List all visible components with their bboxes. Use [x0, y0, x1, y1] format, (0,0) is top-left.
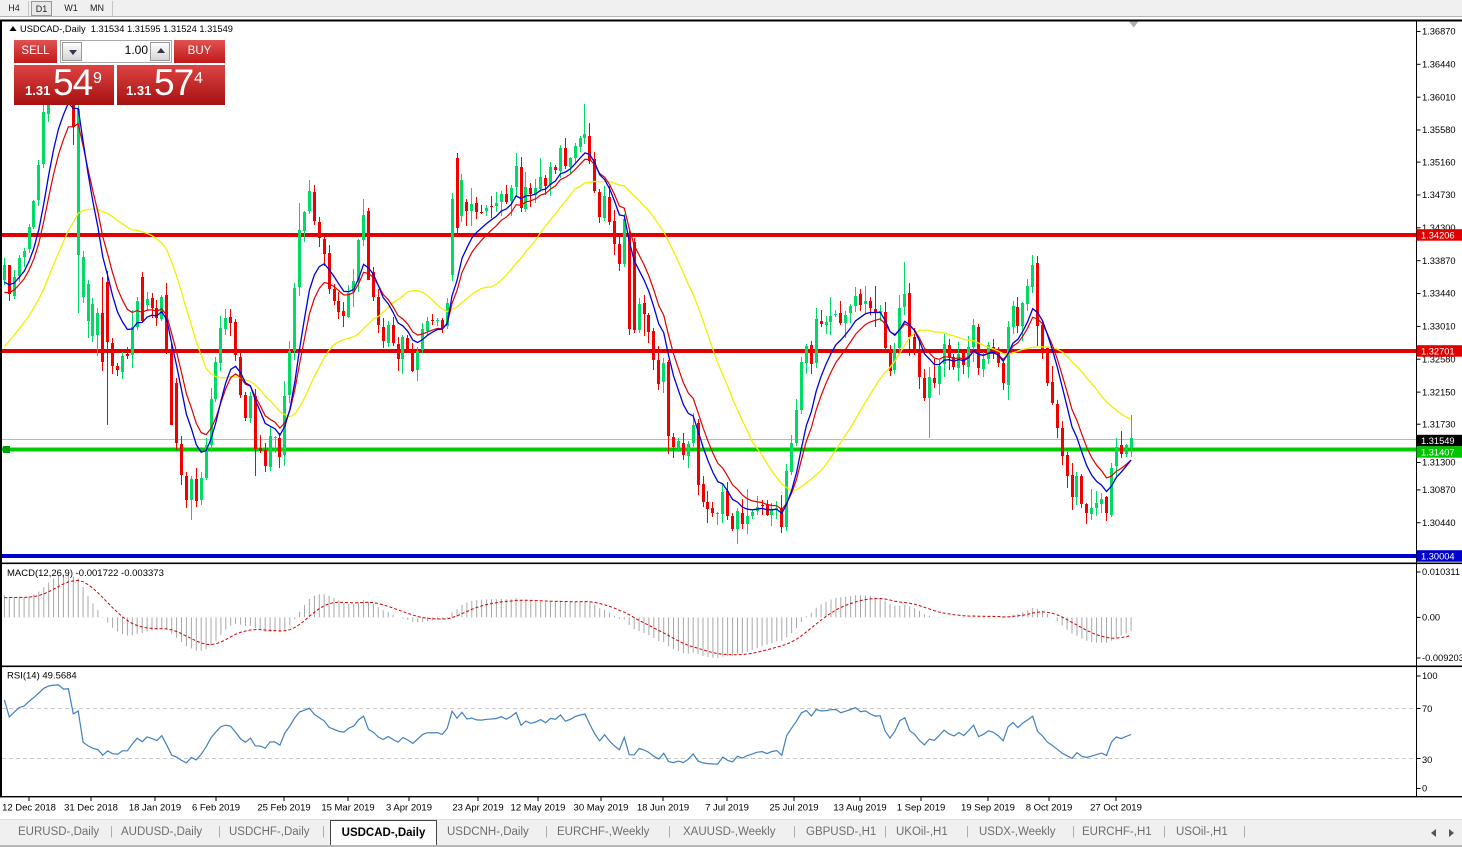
- svg-text:1.34300: 1.34300: [1422, 223, 1456, 233]
- svg-text:1.33870: 1.33870: [1422, 256, 1456, 266]
- svg-text:1.31730: 1.31730: [1422, 419, 1456, 429]
- svg-text:1.32150: 1.32150: [1422, 387, 1456, 397]
- svg-text:1.33010: 1.33010: [1422, 322, 1456, 332]
- svg-text:1.34206: 1.34206: [1421, 230, 1455, 240]
- svg-text:1.35160: 1.35160: [1422, 157, 1456, 167]
- svg-text:18 Jun 2019: 18 Jun 2019: [637, 803, 689, 814]
- svg-text:70: 70: [1422, 704, 1432, 714]
- svg-text:19 Sep 2019: 19 Sep 2019: [961, 803, 1015, 814]
- svg-text:1.33440: 1.33440: [1422, 289, 1456, 299]
- svg-text:25 Jul 2019: 25 Jul 2019: [769, 803, 818, 814]
- svg-text:USDCAD-,Daily 1.31534 1.31595: USDCAD-,Daily 1.31534 1.31595 1.31524 1.…: [20, 24, 233, 34]
- svg-text:30: 30: [1422, 755, 1432, 765]
- svg-text:MACD(12,26,9) -0.001722 -0.003: MACD(12,26,9) -0.001722 -0.003373: [7, 568, 164, 579]
- svg-text:1.34730: 1.34730: [1422, 190, 1456, 200]
- svg-text:31 Dec 2018: 31 Dec 2018: [64, 803, 118, 814]
- svg-text:1.30440: 1.30440: [1422, 518, 1456, 528]
- svg-text:1.30004: 1.30004: [1421, 551, 1455, 561]
- svg-text:18 Jan 2019: 18 Jan 2019: [129, 803, 181, 814]
- svg-text:27 Oct 2019: 27 Oct 2019: [1090, 803, 1142, 814]
- svg-text:12 Dec 2018: 12 Dec 2018: [2, 803, 56, 814]
- svg-text:1.30870: 1.30870: [1422, 485, 1456, 495]
- svg-text:12 May 2019: 12 May 2019: [511, 803, 566, 814]
- svg-text:1.36870: 1.36870: [1422, 27, 1456, 37]
- svg-text:0: 0: [1422, 784, 1427, 794]
- svg-text:100: 100: [1422, 671, 1438, 681]
- svg-text:RSI(14) 49.5684: RSI(14) 49.5684: [7, 671, 77, 682]
- svg-text:1.36010: 1.36010: [1422, 92, 1456, 102]
- svg-text:1.32580: 1.32580: [1422, 354, 1456, 364]
- svg-text:-0.009203: -0.009203: [1422, 653, 1462, 663]
- svg-text:1.31549: 1.31549: [1421, 436, 1455, 446]
- svg-text:1.36440: 1.36440: [1422, 60, 1456, 70]
- svg-text:13 Aug 2019: 13 Aug 2019: [833, 803, 886, 814]
- svg-text:6 Feb 2019: 6 Feb 2019: [192, 803, 240, 814]
- svg-text:0.010311: 0.010311: [1422, 567, 1460, 577]
- svg-text:7 Jul 2019: 7 Jul 2019: [705, 803, 749, 814]
- svg-text:23 Apr 2019: 23 Apr 2019: [452, 803, 503, 814]
- svg-text:0.00: 0.00: [1422, 613, 1440, 623]
- svg-text:1.35580: 1.35580: [1422, 125, 1456, 135]
- svg-text:25 Feb 2019: 25 Feb 2019: [257, 803, 310, 814]
- svg-text:1.31300: 1.31300: [1422, 458, 1456, 468]
- svg-text:15 Mar 2019: 15 Mar 2019: [321, 803, 374, 814]
- svg-text:1 Sep 2019: 1 Sep 2019: [897, 803, 946, 814]
- svg-text:3 Apr 2019: 3 Apr 2019: [386, 803, 432, 814]
- svg-text:1.31407: 1.31407: [1421, 447, 1455, 457]
- svg-text:30 May 2019: 30 May 2019: [574, 803, 629, 814]
- svg-text:1.32701: 1.32701: [1421, 346, 1455, 356]
- svg-text:8 Oct 2019: 8 Oct 2019: [1026, 803, 1072, 814]
